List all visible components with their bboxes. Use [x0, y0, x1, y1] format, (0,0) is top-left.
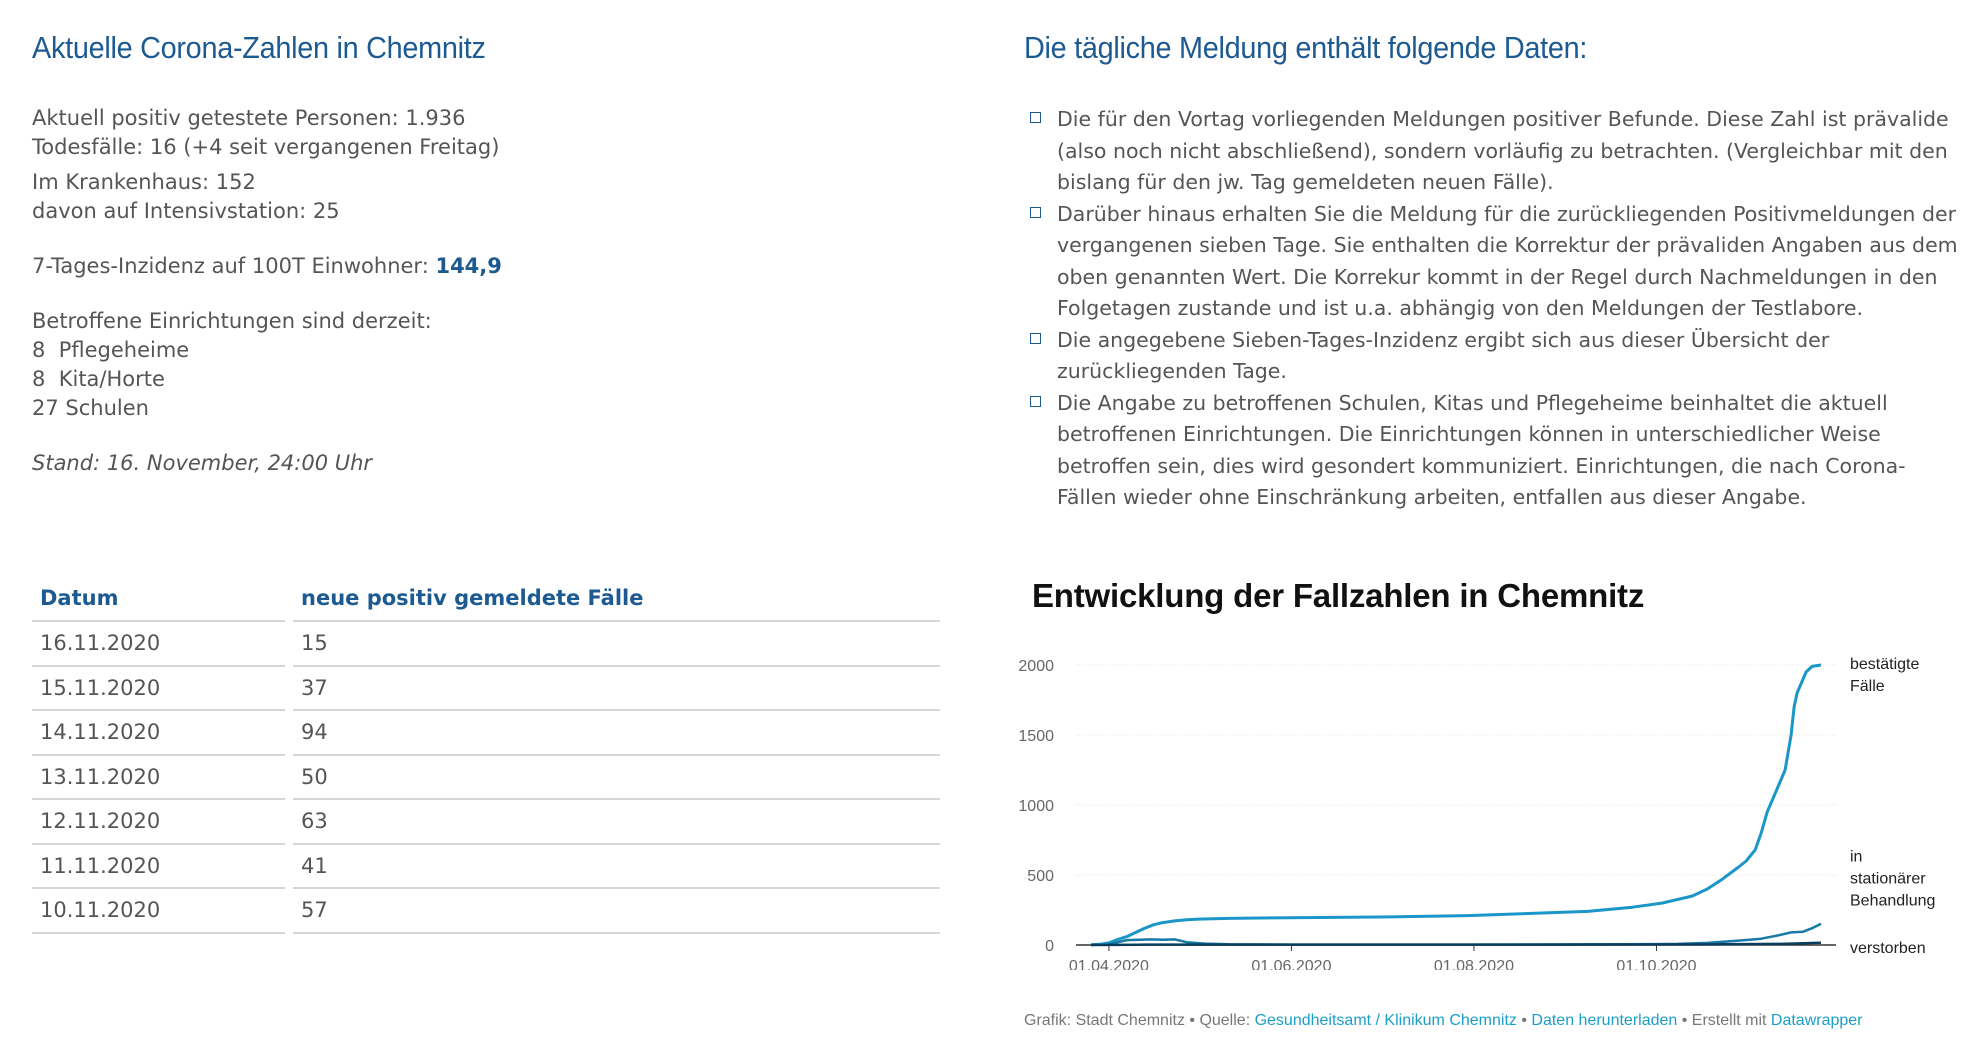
- y-tick-label: 1000: [1018, 798, 1054, 815]
- line-chart: 2000 1500 1000 500 0 01.04.2020 01.06.2020 01.0…: [1018, 656, 1935, 970]
- table-row: 15.11.2020 37: [32, 667, 940, 711]
- info-list: Die für den Vortag vorliegenden Meldunge…: [1030, 104, 1960, 514]
- x-tick-label: 01.06.2020: [1251, 958, 1331, 970]
- series-label: Fälle: [1850, 678, 1885, 695]
- col-header-date: Datum: [32, 578, 285, 622]
- list-item: Die Angabe zu betroffenen Schulen, Kitas…: [1030, 388, 1960, 514]
- facilities-intro: Betroffene Einrichtungen sind derzeit:: [32, 309, 432, 333]
- square-bullet-icon: [1030, 332, 1041, 344]
- list-item: Die für den Vortag vorliegenden Meldunge…: [1030, 104, 1960, 199]
- incidence-value: 144,9: [435, 254, 502, 278]
- cell-date: 10.11.2020: [32, 889, 285, 934]
- incidence-label: 7-Tages-Inzidenz auf 100T Einwohner:: [32, 254, 436, 278]
- list-item: Die angegebene Sieben-Tages-Inzidenz erg…: [1030, 325, 1960, 388]
- y-tick-label: 2000: [1018, 658, 1054, 675]
- cell-date: 11.11.2020: [32, 845, 285, 889]
- table-row: 10.11.2020 57: [32, 889, 940, 934]
- timestamp: Stand: 16. November, 24:00 Uhr: [32, 451, 373, 475]
- page-title: Aktuelle Corona-Zahlen in Chemnitz: [32, 30, 486, 65]
- y-tick-label: 0: [1045, 938, 1054, 955]
- cell-cases: 94: [293, 711, 940, 756]
- series-label: Behandlung: [1850, 893, 1935, 910]
- info-title: Die tägliche Meldung enthält folgende Da…: [1024, 30, 1588, 65]
- death-count: Todesfälle: 16 (+4 seit vergangenen Frei…: [32, 135, 500, 159]
- series-label: stationärer: [1850, 871, 1926, 888]
- x-tick-label: 01.08.2020: [1434, 958, 1514, 970]
- hospital-count: Im Krankenhaus: 152: [32, 170, 256, 194]
- icu-count: davon auf Intensivstation: 25: [32, 199, 340, 223]
- y-tick-label: 1500: [1018, 728, 1054, 745]
- series-line: [1090, 663, 1822, 947]
- list-item-text: Die Angabe zu betroffenen Schulen, Kitas…: [1057, 390, 1906, 510]
- positive-count: Aktuell positiv getestete Personen: 1.93…: [32, 106, 466, 130]
- footer-credit: Grafik: Stadt Chemnitz • Quelle:: [1024, 1012, 1255, 1029]
- chart-title: Entwicklung der Fallzahlen in Chemnitz: [1032, 577, 1645, 614]
- datawrapper-link[interactable]: Datawrapper: [1770, 1012, 1863, 1029]
- cell-date: 14.11.2020: [32, 711, 285, 756]
- x-tick-label: 01.10.2020: [1616, 958, 1696, 970]
- cell-cases: 63: [293, 800, 940, 845]
- square-bullet-icon: [1030, 395, 1041, 407]
- list-item-text: Darüber hinaus erhalten Sie die Meldung …: [1057, 201, 1958, 321]
- table-row: 16.11.2020 15: [32, 622, 940, 667]
- cell-cases: 37: [293, 667, 940, 711]
- list-item: Darüber hinaus erhalten Sie die Meldung …: [1030, 199, 1960, 325]
- footer-sep: • Erstellt mit: [1677, 1012, 1771, 1029]
- series-label: in: [1850, 849, 1862, 866]
- series-label: bestätigte: [1850, 656, 1919, 673]
- cell-date: 16.11.2020: [32, 622, 285, 667]
- facility-nursing-homes: 8 Pflegeheime: [32, 338, 190, 362]
- cell-cases: 15: [293, 622, 940, 667]
- cell-date: 12.11.2020: [32, 800, 285, 845]
- facility-schools: 27 Schulen: [32, 396, 149, 420]
- series-label: verstorben: [1850, 940, 1926, 957]
- table-row: 11.11.2020 41: [32, 845, 940, 889]
- table-row: 13.11.2020 50: [32, 756, 940, 800]
- series-line: [1108, 922, 1822, 946]
- series-line: [1090, 941, 1822, 947]
- footer-sep: •: [1516, 1012, 1532, 1029]
- chart-footer: Grafik: Stadt Chemnitz • Quelle: Gesundh…: [1024, 1012, 1863, 1030]
- facility-daycare: 8 Kita/Horte: [32, 367, 165, 391]
- table-row: 14.11.2020 94: [32, 711, 940, 756]
- cases-table: Datum neue positiv gemeldete Fälle 16.11…: [24, 578, 948, 934]
- cell-cases: 57: [293, 889, 940, 934]
- incidence-line: 7-Tages-Inzidenz auf 100T Einwohner: 144…: [32, 252, 502, 281]
- table-row: 12.11.2020 63: [32, 800, 940, 845]
- cell-date: 15.11.2020: [32, 667, 285, 711]
- list-item-text: Die für den Vortag vorliegenden Meldunge…: [1057, 107, 1949, 194]
- source-link[interactable]: Gesundheitsamt / Klinikum Chemnitz: [1254, 1012, 1517, 1029]
- square-bullet-icon: [1030, 206, 1041, 218]
- table-header-row: Datum neue positiv gemeldete Fälle: [32, 578, 940, 622]
- x-tick-label: 01.04.2020: [1069, 958, 1149, 970]
- cell-cases: 50: [293, 756, 940, 800]
- square-bullet-icon: [1030, 112, 1041, 123]
- col-header-cases: neue positiv gemeldete Fälle: [293, 578, 940, 622]
- list-item-text: Die angegebene Sieben-Tages-Inzidenz erg…: [1057, 327, 1830, 384]
- cell-cases: 41: [293, 845, 940, 889]
- download-data-link[interactable]: Daten herunterladen: [1531, 1012, 1678, 1029]
- stats-block: Aktuell positiv getestete Personen: 1.93…: [32, 104, 502, 478]
- y-tick-label: 500: [1027, 868, 1054, 885]
- cell-date: 13.11.2020: [32, 756, 285, 800]
